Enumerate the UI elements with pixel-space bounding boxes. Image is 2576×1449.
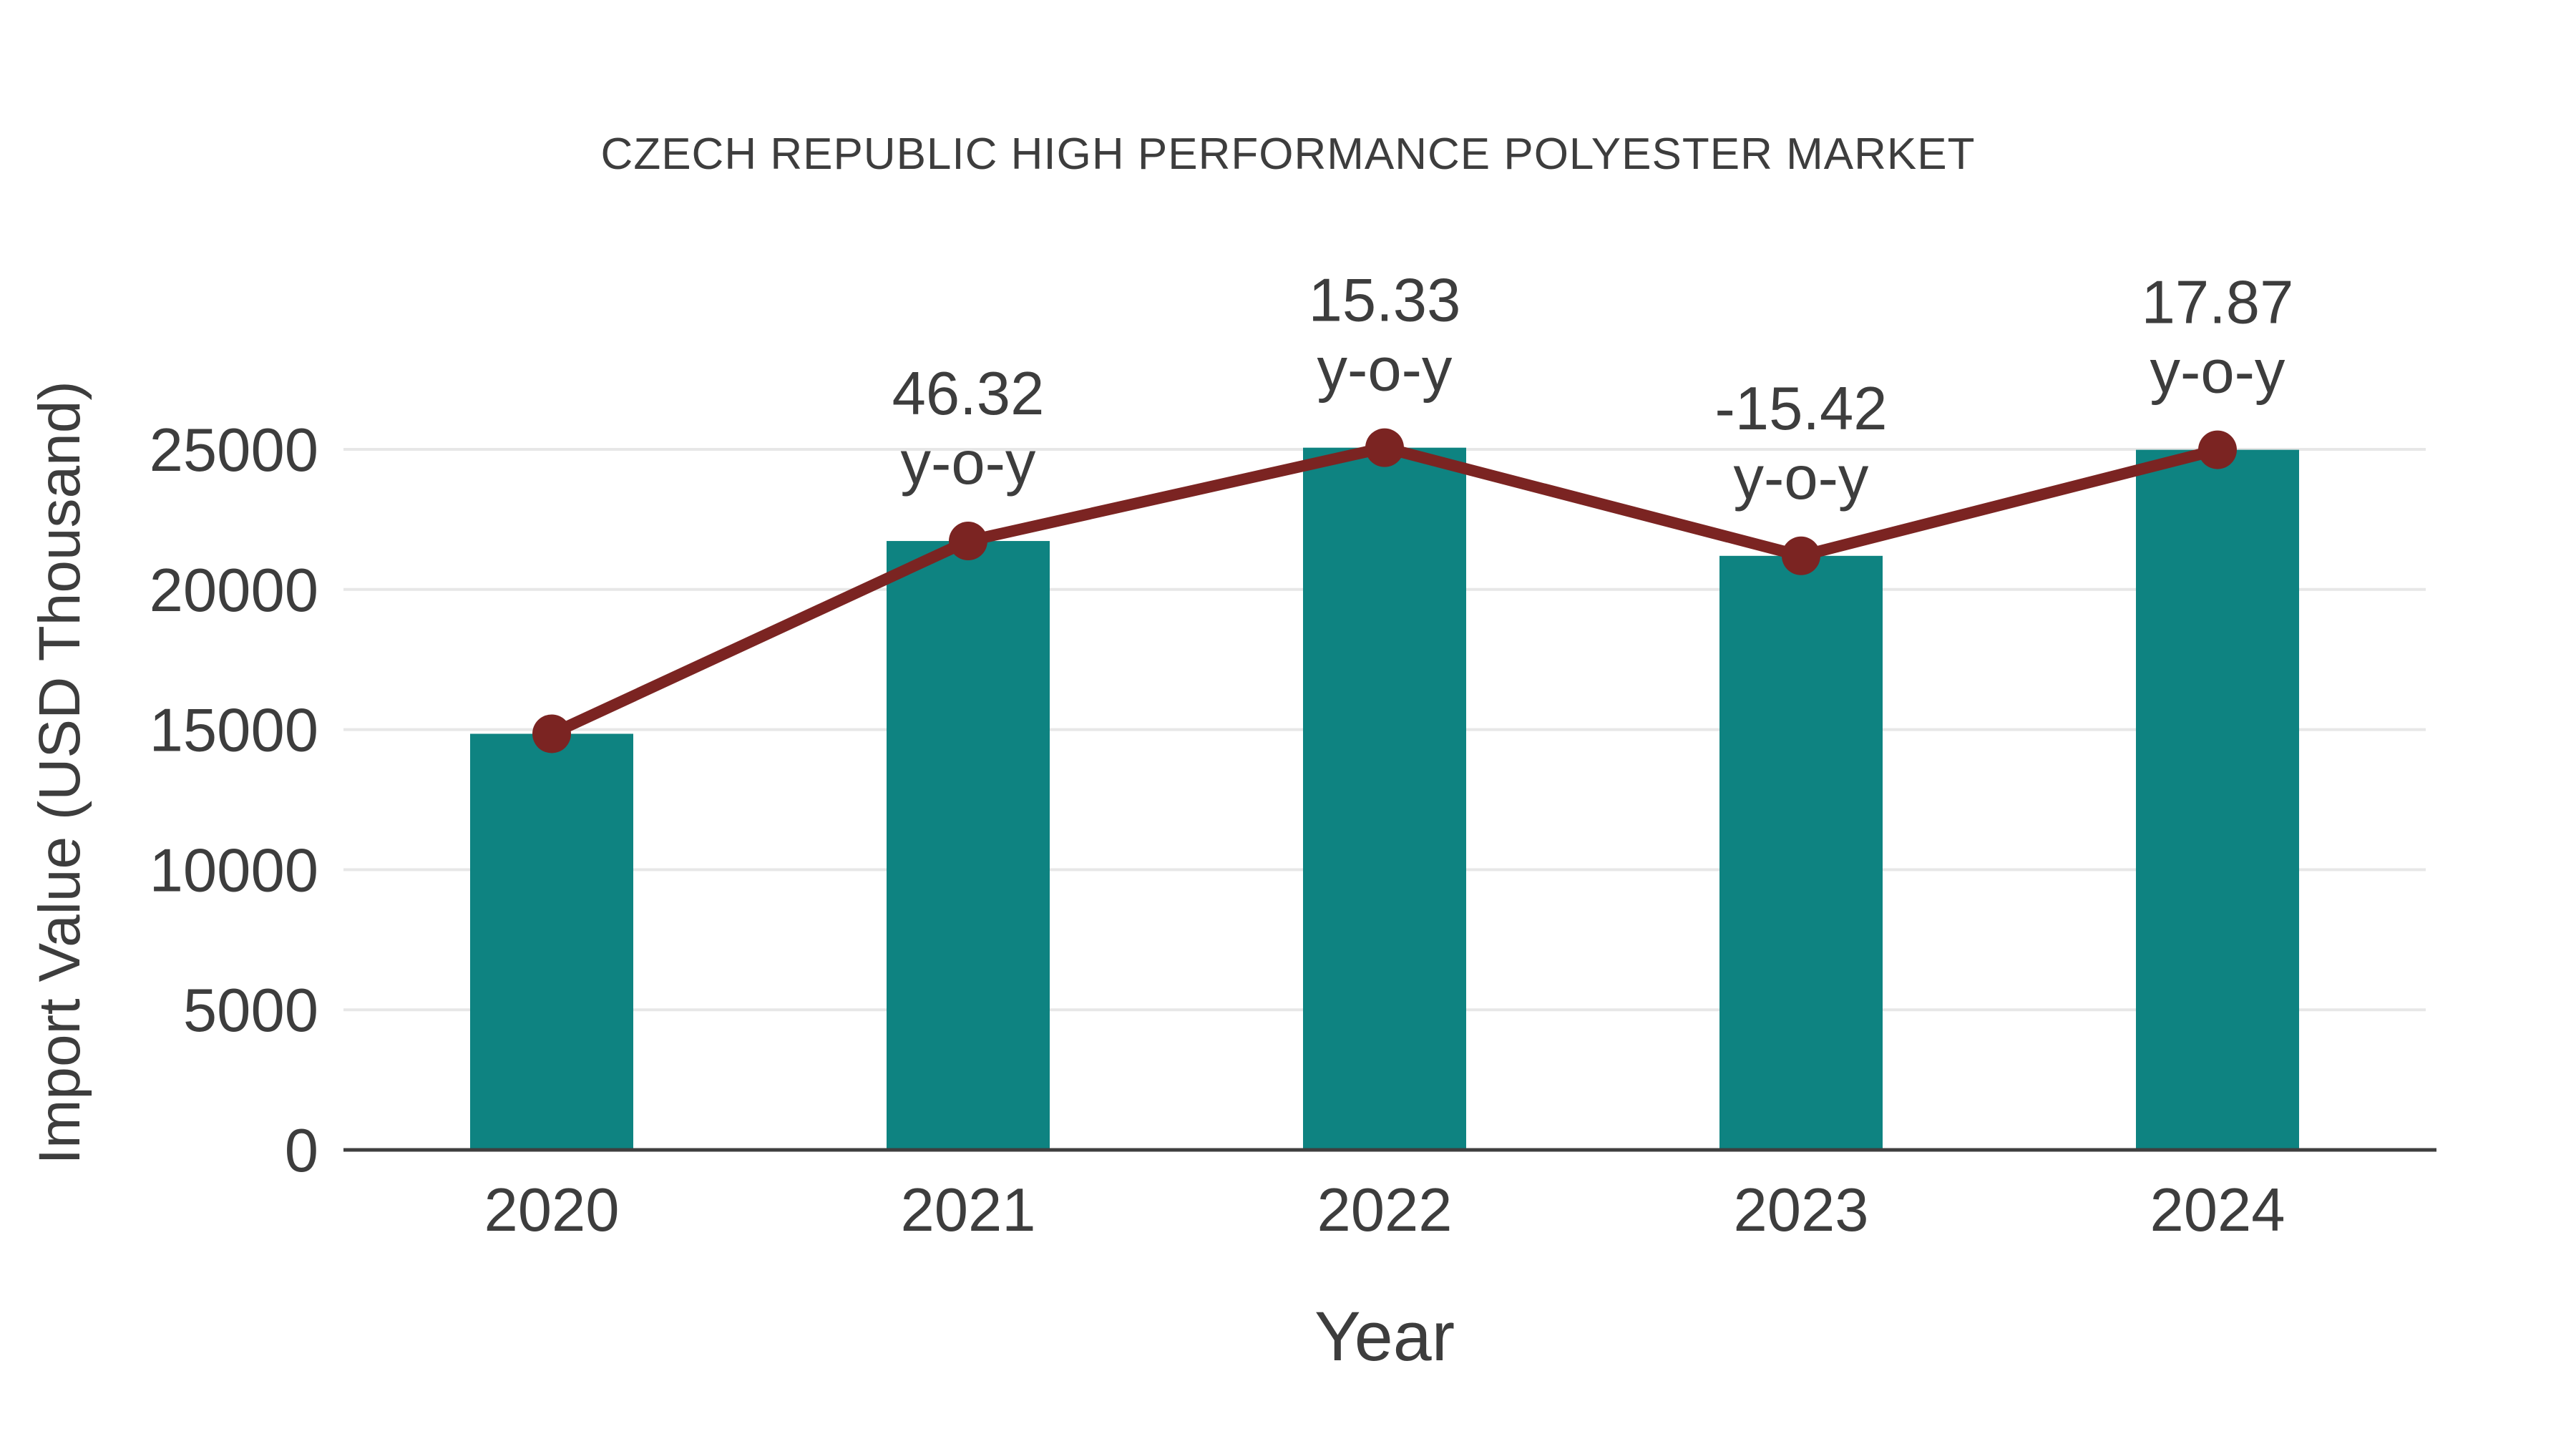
point-label-sub-2022: y-o-y	[1317, 336, 1453, 404]
bar-2020	[470, 733, 633, 1150]
point-label-sub-2021: y-o-y	[901, 429, 1036, 497]
point-label-value-2021: 46.32	[892, 360, 1045, 428]
point-label-sub-2024: y-o-y	[2150, 338, 2285, 406]
yoy-marker-2021	[949, 522, 987, 561]
x-axis-title: Year	[1314, 1297, 1455, 1375]
chart-title: CZECH REPUBLIC HIGH PERFORMANCE POLYESTE…	[600, 130, 1976, 179]
yoy-marker-2023	[1782, 536, 1820, 575]
bar-2023	[1719, 555, 1883, 1150]
y-tick-label-0: 0	[285, 1117, 318, 1185]
x-tick-label-2020: 2020	[484, 1176, 619, 1244]
x-tick-label-2022: 2022	[1317, 1176, 1452, 1244]
x-tick-label-2021: 2021	[900, 1176, 1035, 1244]
bar-2024	[2136, 449, 2299, 1150]
x-tick-label-2024: 2024	[2150, 1176, 2285, 1244]
point-label-value-2022: 15.33	[1309, 267, 1461, 335]
bar-2021	[887, 541, 1050, 1150]
y-tick-label-20000: 20000	[150, 557, 318, 625]
y-tick-label-25000: 25000	[150, 416, 318, 484]
point-label-sub-2023: y-o-y	[1734, 444, 1869, 512]
y-tick-label-5000: 5000	[183, 977, 318, 1045]
yoy-marker-2022	[1365, 428, 1404, 467]
yoy-marker-2024	[2198, 430, 2237, 469]
point-label-value-2024: 17.87	[2142, 269, 2294, 337]
yoy-marker-2020	[532, 714, 571, 753]
x-tick-label-2023: 2023	[1733, 1176, 1868, 1244]
y-tick-label-15000: 15000	[150, 697, 318, 765]
point-label-value-2023: -15.42	[1714, 375, 1887, 443]
y-tick-label-10000: 10000	[150, 836, 318, 904]
bar-2022	[1303, 447, 1466, 1150]
